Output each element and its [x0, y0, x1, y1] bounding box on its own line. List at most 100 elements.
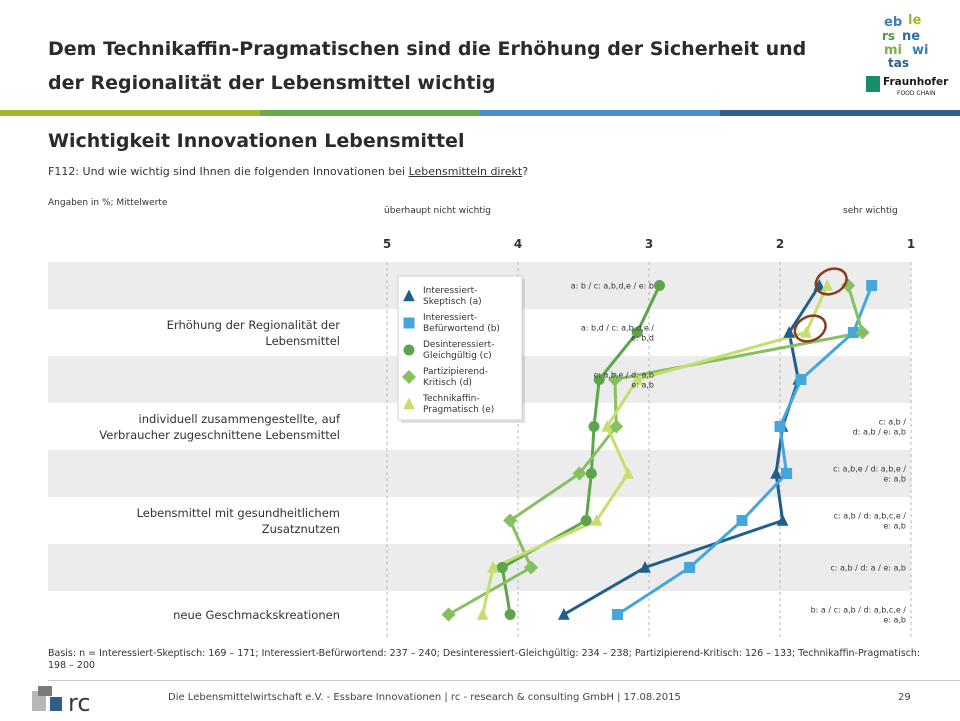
svg-text:mi: mi — [884, 43, 902, 58]
data-point-diamond — [855, 325, 870, 340]
row-label: neue Geschmackskreationen — [173, 607, 340, 622]
footer-text: Die Lebensmittelwirtschaft e.V. - Essbar… — [168, 692, 681, 703]
legend-label: Kritisch (d) — [423, 378, 472, 388]
legend-label: Gleichgültig (c) — [423, 351, 492, 361]
row-label: Produkte gegen die mangelhafte Versorgung… — [107, 458, 340, 489]
data-point-diamond — [524, 560, 539, 575]
significance-note: e: a,b — [883, 616, 906, 625]
x-tick-label: 3 — [645, 237, 653, 251]
significance-note: a: b,d / c: a,b,d,e / — [581, 324, 654, 333]
data-point-square — [403, 317, 415, 329]
stripe-3 — [480, 110, 720, 116]
legend-shadow — [401, 279, 525, 423]
highlight-circle — [793, 314, 827, 343]
question-text: F112: Und wie wichtig sind Ihnen die fol… — [48, 165, 529, 178]
significance-note: c: a,b,e / d: a,b,e / — [833, 465, 906, 474]
row-label: Erhöhung der Lebensmittelsicherheit — [127, 278, 340, 293]
data-point-triangle — [622, 467, 634, 479]
svg-text:le: le — [908, 13, 921, 28]
significance-note: b: a / c: a,b / d: a,b,c,e / — [811, 606, 907, 615]
data-point-triangle — [558, 608, 570, 620]
data-point-triangle — [590, 514, 603, 526]
stripe-2 — [260, 110, 480, 116]
data-point-triangle — [601, 420, 613, 432]
data-point-triangle — [776, 514, 789, 526]
row-label: neue Zutaten (z.B. Algen, Insekten) — [135, 560, 340, 575]
svg-text:rs: rs — [882, 29, 895, 43]
data-point-diamond — [841, 278, 856, 293]
data-point-square — [795, 374, 807, 385]
data-point-triangle — [476, 608, 489, 620]
legend-label: Desinteressiert- — [423, 340, 494, 350]
significance-note: c: a,b,e / d: a,b — [594, 371, 654, 380]
data-point-triangle — [792, 373, 805, 385]
data-point-square — [774, 421, 786, 432]
unit-note: Angaben in %; Mittelwerte — [48, 198, 168, 208]
chart-title: Wichtigkeit Innovationen Lebensmittel — [48, 130, 465, 152]
data-point-circle — [588, 421, 600, 432]
significance-note: c: a,b / d: a,b,c,e / — [834, 512, 907, 521]
row-label: individuell zusammengestellte, auf Verbra… — [99, 411, 340, 442]
svg-text:tas: tas — [888, 56, 909, 70]
rc-logo: rc — [32, 683, 104, 717]
row-label: verbesserte Nährstoffzusammensetzung der … — [106, 364, 340, 395]
data-point-circle — [585, 468, 597, 479]
significance-note: a: b / c: a,b,d,e / e: b — [571, 282, 654, 291]
series-line — [481, 284, 829, 615]
data-point-diamond — [503, 513, 518, 528]
row-label: Lebensmittel mit gesundheitlichem Zusatzn… — [136, 505, 340, 536]
data-point-circle — [403, 344, 415, 356]
significance-note: e: a,b — [631, 381, 654, 390]
stripe-1 — [0, 110, 260, 116]
data-point-triangle — [783, 326, 796, 338]
series-line — [500, 284, 661, 615]
data-point-square — [781, 468, 793, 479]
data-point-diamond — [607, 372, 622, 387]
significance-note: e: a,b — [883, 475, 906, 484]
data-point-triangle — [631, 373, 644, 385]
data-point-diamond — [402, 370, 416, 384]
data-point-triangle — [813, 279, 826, 291]
data-point-diamond — [609, 419, 624, 434]
page-title: Dem Technikaffin-Pragmatischen sind die … — [48, 38, 807, 94]
data-point-triangle — [770, 467, 782, 479]
significance-note: e: b,d — [631, 334, 654, 343]
significance-note: c: a,b / d: a / e: a,b — [830, 564, 906, 573]
x-tick-label: 2 — [776, 237, 784, 251]
data-point-square — [684, 562, 696, 573]
data-point-diamond — [441, 607, 456, 622]
data-point-circle — [496, 562, 508, 573]
fraunhofer-logo: Fraunhofer FOOD CHAIN — [866, 76, 948, 102]
significance-note: e: a,b — [883, 522, 906, 531]
svg-text:eb: eb — [884, 15, 902, 30]
legend-label: Technikaffin- — [422, 394, 480, 404]
legend-label: Interessiert- — [423, 313, 477, 323]
data-point-square — [612, 609, 624, 620]
legend-label: Befürwortend (b) — [423, 324, 500, 334]
scale-right-label: sehr wichtig — [843, 206, 898, 216]
series-line — [563, 284, 821, 616]
data-point-triangle — [487, 561, 499, 573]
data-point-triangle — [776, 420, 789, 432]
row-label: Erhöhung der Regionalität der Lebensmitte… — [166, 317, 340, 348]
legend-label: Skeptisch (a) — [423, 297, 482, 307]
data-point-triangle — [800, 326, 813, 338]
significance-note: c: a,b / — [879, 418, 907, 427]
x-tick-label: 1 — [907, 237, 915, 251]
data-point-triangle — [403, 397, 415, 410]
legend-label: Partizipierend- — [423, 367, 488, 377]
data-point-circle — [631, 327, 643, 338]
data-point-triangle — [821, 279, 834, 291]
series-line — [447, 285, 865, 616]
series-line — [616, 284, 874, 616]
scale-left-label: überhaupt nicht wichtig — [384, 206, 492, 216]
data-point-square — [866, 280, 878, 291]
stripe-4 — [720, 110, 960, 116]
footer-divider — [48, 680, 960, 681]
legend-label: Interessiert- — [423, 286, 477, 296]
data-point-square — [736, 515, 748, 526]
legend-label: Pragmatisch (e) — [423, 405, 494, 415]
data-point-circle — [653, 280, 665, 291]
svg-text:rc: rc — [68, 689, 91, 717]
x-tick-label: 4 — [514, 237, 522, 251]
